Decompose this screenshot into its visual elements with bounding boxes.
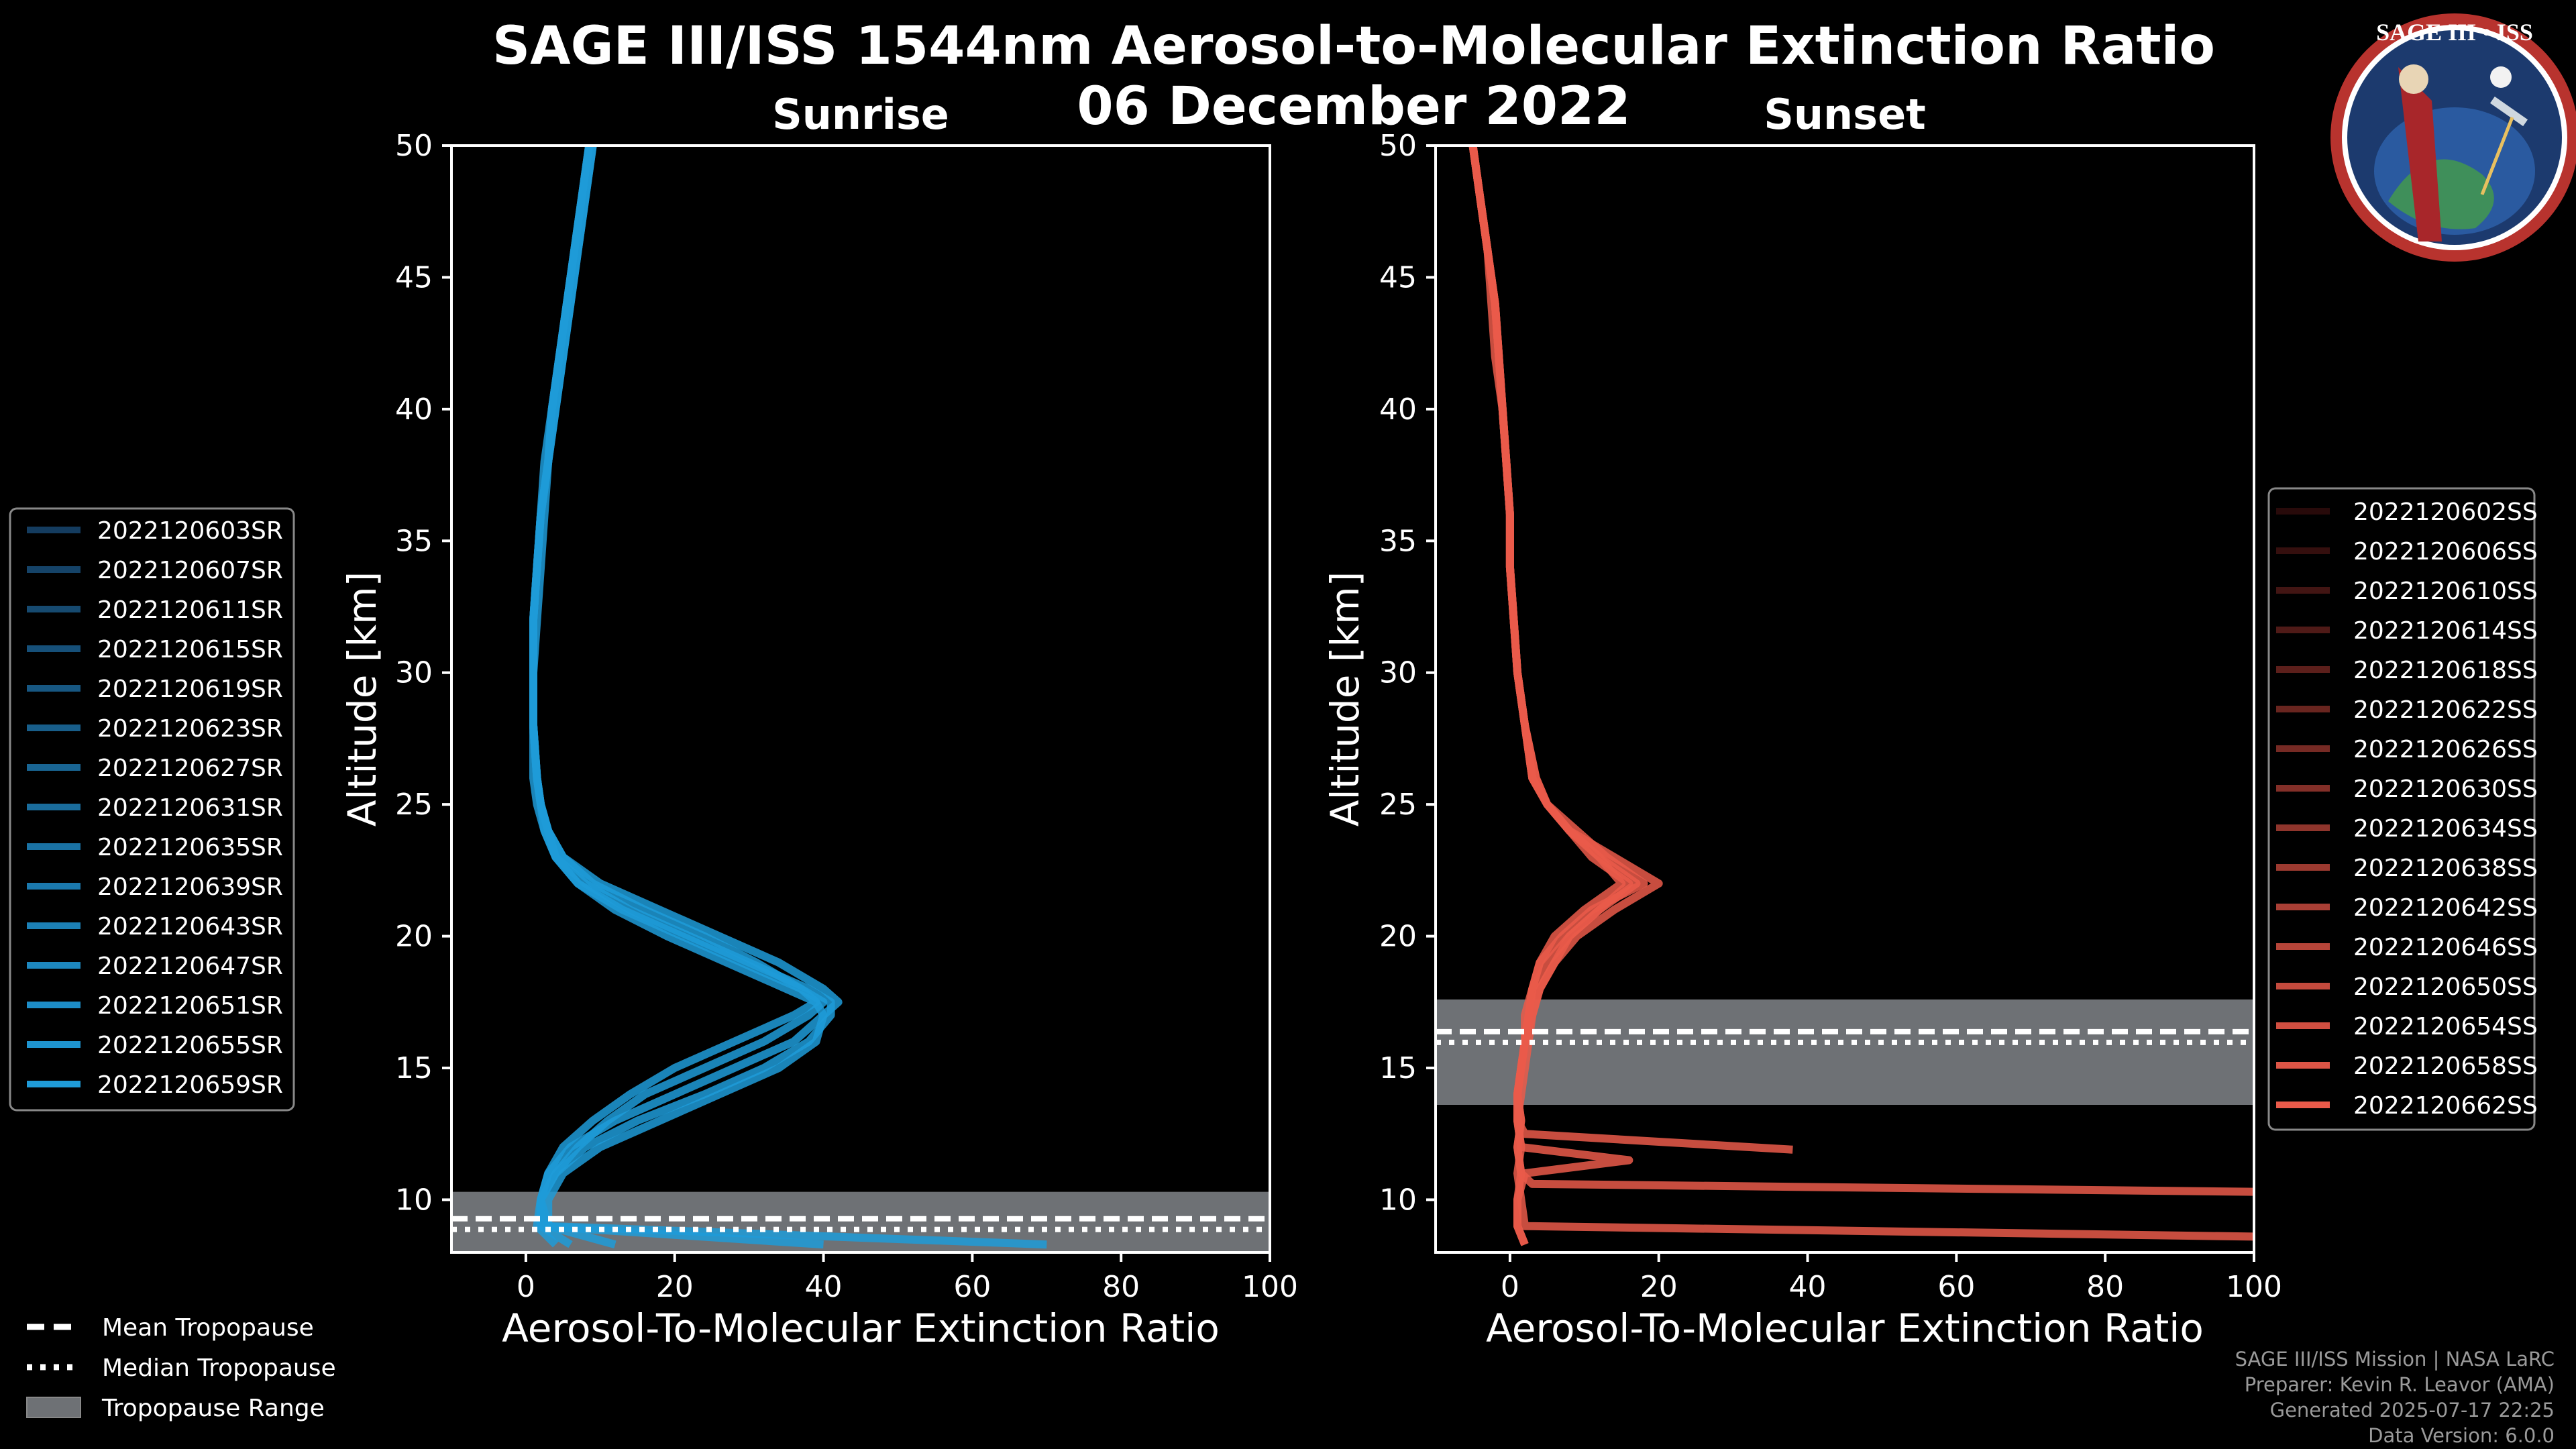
- sr-profile-line: [529, 146, 828, 1248]
- sr-legend-label: 2022120639SR: [97, 873, 283, 901]
- sr-legend-label: 2022120647SR: [97, 953, 283, 980]
- ss-x-tick-label: 20: [1640, 1270, 1678, 1304]
- ss-y-tick-label: 30: [1379, 656, 1417, 690]
- sr-legend-label: 2022120619SR: [97, 676, 283, 703]
- sr-legend-label: 2022120623SR: [97, 715, 283, 743]
- ss-profile-line: [1468, 146, 1641, 1246]
- mean-tropopause-label: Mean Tropopause: [102, 1314, 314, 1342]
- ss-legend-label: 2022120626SS: [2353, 736, 2538, 763]
- ss-legend-label: 2022120642SS: [2353, 894, 2538, 922]
- sr-legend-label: 2022120659SR: [97, 1071, 283, 1099]
- sr-y-tick-label: 30: [395, 656, 433, 690]
- sr-legend-label: 2022120635SR: [97, 834, 283, 861]
- sunrise-legend: 2022120603SR 2022120607SR 2022120611SR 2022…: [9, 507, 295, 1112]
- ss-x-tick-label: 0: [1501, 1270, 1519, 1304]
- sunrise-plot-area: [451, 146, 1270, 1252]
- ss-legend-label: 2022120602SS: [2353, 498, 2538, 526]
- sr-tropopause-range-band: [451, 1191, 1270, 1252]
- ss-y-tick-label: 15: [1379, 1051, 1417, 1085]
- date-title: 06 December 2022: [1077, 76, 1630, 137]
- sr-y-tick-label: 40: [395, 392, 433, 427]
- sunrise-legend-box: [9, 507, 295, 1112]
- sr-y-tick-label: 35: [395, 524, 433, 558]
- sr-y-tick-label: 10: [395, 1183, 433, 1217]
- sr-legend-label: 2022120627SR: [97, 755, 283, 782]
- sunrise-axes-frame: [450, 144, 1271, 1254]
- ss-legend-label: 2022120630SS: [2353, 775, 2538, 803]
- sunset-legend: 2022120602SS 2022120606SS 2022120610SS 2022…: [2267, 487, 2538, 1131]
- sunrise-x-axis-label: Aerosol-To-Molecular Extinction Ratio: [502, 1305, 1220, 1351]
- credit-data-version: Data Version: 6.0.0: [2368, 1424, 2555, 1447]
- sunset-axes-frame: [1434, 144, 2255, 1254]
- sr-legend-label: 2022120631SR: [97, 794, 283, 822]
- main-title: SAGE III/ISS 1544nm Aerosol-to-Molecular…: [492, 16, 2215, 76]
- tropopause-range-label: Tropopause Range: [101, 1395, 325, 1422]
- sr-y-tick-label: 15: [395, 1051, 433, 1085]
- sunset-y-axis-label: Altitude [km]: [1322, 572, 1368, 826]
- sr-x-tick-label: 0: [517, 1270, 535, 1304]
- credit-mission: SAGE III/ISS Mission | NASA LaRC: [2235, 1348, 2555, 1371]
- ss-legend-label: 2022120650SS: [2353, 973, 2538, 1001]
- mission-patch-icon: SAGE III • ISS: [2330, 13, 2576, 262]
- sr-y-tick-label: 45: [395, 260, 433, 294]
- ss-legend-label: 2022120662SS: [2353, 1092, 2538, 1120]
- ss-x-tick-label: 100: [2226, 1270, 2282, 1304]
- ss-legend-label: 2022120606SS: [2353, 538, 2538, 566]
- ss-y-tick-label: 40: [1379, 392, 1417, 427]
- sr-x-tick-label: 60: [953, 1270, 991, 1304]
- ss-y-tick-label: 45: [1379, 260, 1417, 294]
- sr-legend-label: 2022120607SR: [97, 557, 283, 584]
- sr-legend-label: 2022120603SR: [97, 517, 283, 545]
- sunrise-y-axis-label: Altitude [km]: [339, 572, 385, 826]
- sunset-x-axis-label: Aerosol-To-Molecular Extinction Ratio: [1486, 1305, 2204, 1351]
- sunset-panel: Sunset 0 20 40 60 80 100 10 15 20 25 30 35 40 45 50 A…: [1322, 90, 2282, 1351]
- ss-y-tick-label: 50: [1379, 129, 1417, 163]
- sunrise-title: Sunrise: [772, 90, 949, 139]
- credits-block: SAGE III/ISS Mission | NASA LaRC Prepare…: [2235, 1348, 2555, 1447]
- ss-y-tick-label: 20: [1379, 920, 1417, 954]
- ss-legend-label: 2022120614SS: [2353, 617, 2538, 645]
- ss-x-tick-label: 60: [1937, 1270, 1975, 1304]
- sr-y-tick-label: 50: [395, 129, 433, 163]
- sr-legend-label: 2022120611SR: [97, 596, 283, 624]
- ss-legend-label: 2022120638SS: [2353, 855, 2538, 882]
- sr-x-tick-label: 40: [805, 1270, 843, 1304]
- sr-legend-label: 2022120655SR: [97, 1032, 283, 1059]
- ss-legend-label: 2022120610SS: [2353, 578, 2538, 605]
- sr-legend-label: 2022120615SR: [97, 636, 283, 663]
- ss-legend-label: 2022120646SS: [2353, 934, 2538, 961]
- tropopause-range-swatch: [26, 1397, 81, 1418]
- ss-y-tick-label: 25: [1379, 788, 1417, 822]
- ss-y-tick-label: 35: [1379, 524, 1417, 558]
- sunrise-panel: Sunrise 0 20 40 60 80 100 101520253035404550 …: [339, 90, 1298, 1351]
- mission-patch-title: SAGE III • ISS: [2376, 19, 2533, 46]
- ss-x-tick-label: 80: [2086, 1270, 2124, 1304]
- credit-preparer: Preparer: Kevin R. Leavor (AMA): [2245, 1373, 2555, 1396]
- sr-x-tick-label: 80: [1102, 1270, 1140, 1304]
- median-tropopause-label: Median Tropopause: [102, 1354, 336, 1382]
- sr-legend-label: 2022120643SR: [97, 913, 283, 941]
- sr-x-tick-label: 20: [656, 1270, 694, 1304]
- sr-y-tick-label: 25: [395, 788, 433, 822]
- ss-tropopause-range-band: [1436, 999, 2254, 1105]
- sr-y-tick-label: 20: [395, 920, 433, 954]
- ss-legend-label: 2022120622SS: [2353, 696, 2538, 724]
- ss-legend-label: 2022120634SS: [2353, 815, 2538, 843]
- ss-legend-label: 2022120658SS: [2353, 1053, 2538, 1080]
- ss-legend-label: 2022120654SS: [2353, 1013, 2538, 1040]
- ss-y-tick-label: 10: [1379, 1183, 1417, 1217]
- sr-legend-label: 2022120651SR: [97, 992, 283, 1020]
- sunset-title: Sunset: [1764, 90, 1926, 139]
- credit-generated: Generated 2025-07-17 22:25: [2270, 1399, 2555, 1421]
- sr-x-tick-label: 100: [1242, 1270, 1298, 1304]
- ss-legend-label: 2022120618SS: [2353, 657, 2538, 684]
- tropopause-legend: Mean Tropopause Median Tropopause Tropop…: [26, 1314, 336, 1422]
- sunset-legend-box: [2267, 487, 2536, 1131]
- ss-x-tick-label: 40: [1789, 1270, 1827, 1304]
